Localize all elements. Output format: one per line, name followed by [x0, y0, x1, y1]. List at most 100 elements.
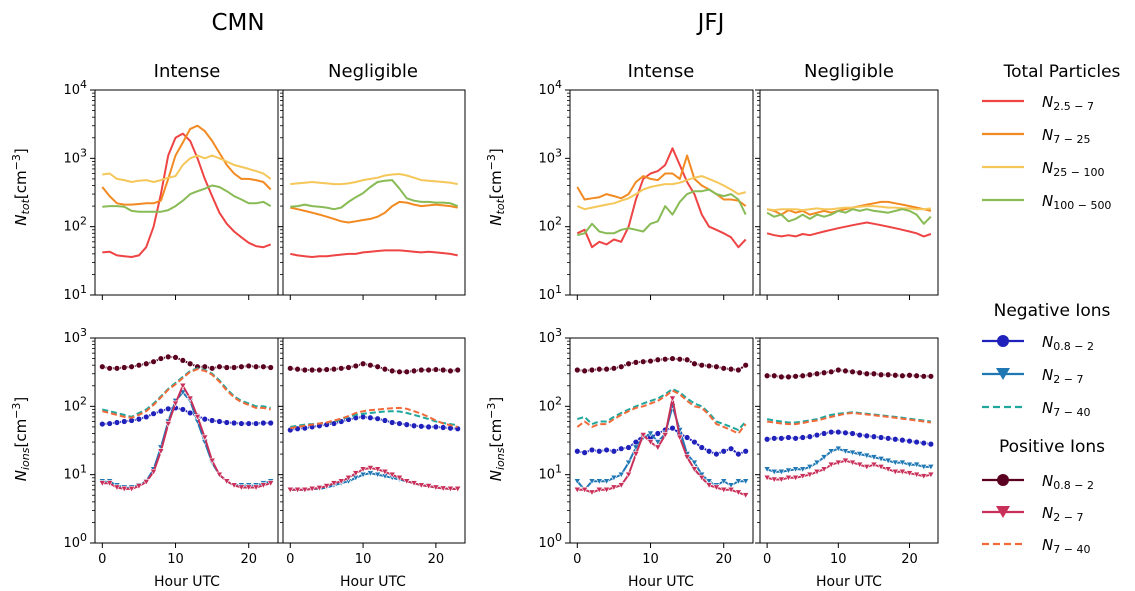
legend-label: N7 − 40	[1042, 399, 1090, 419]
series-point	[573, 478, 582, 485]
x-tick-label: 10	[355, 552, 372, 567]
series-point	[877, 434, 885, 441]
series-point	[920, 372, 928, 380]
series-point	[366, 361, 374, 369]
series-point	[294, 365, 301, 373]
series-point	[403, 421, 411, 429]
series-point	[727, 365, 735, 373]
series-point	[373, 466, 382, 473]
series-point	[366, 465, 375, 472]
ylabel-top-cmn: Ntot[cm−3]	[10, 148, 32, 225]
series-point	[127, 485, 136, 493]
series-point	[770, 434, 778, 442]
series-point	[432, 423, 440, 431]
series-point	[439, 366, 447, 374]
series-point	[381, 365, 389, 373]
series-point	[252, 484, 260, 492]
panel-jfj-intense-ions: 100 101 102 103 0 10 20	[538, 326, 754, 567]
series-point	[705, 478, 713, 485]
series-point	[602, 478, 611, 485]
ylabel-bottom-cmn: Nions[cm−3]	[10, 397, 32, 482]
series-point	[142, 413, 150, 421]
series-line	[101, 124, 272, 206]
series-point	[820, 430, 828, 437]
panel-jfj-intense-total: 101 102 103 104	[538, 78, 754, 303]
series-point	[785, 434, 792, 441]
legend-label: N2.5 − 7	[1042, 93, 1094, 113]
series-point	[201, 415, 209, 423]
series-point	[603, 446, 610, 454]
series-point	[432, 484, 440, 492]
series-point	[267, 364, 275, 371]
series-line	[576, 175, 746, 211]
series-point	[742, 361, 750, 369]
series-line	[102, 154, 272, 183]
legend-positive-2: N7 − 40	[982, 536, 1090, 556]
series-point	[927, 463, 935, 471]
series-point	[581, 449, 589, 457]
series-point	[806, 463, 814, 471]
series-point	[734, 478, 743, 485]
series-point	[113, 419, 121, 426]
series-point	[417, 422, 425, 430]
series-point	[164, 421, 172, 428]
series-point	[813, 459, 821, 467]
series-point	[920, 463, 928, 471]
series-point	[245, 420, 253, 427]
series-point	[410, 422, 418, 430]
series-point	[230, 419, 238, 427]
series-point	[842, 429, 849, 437]
series-point	[216, 363, 223, 371]
series-point	[573, 366, 581, 374]
series-point	[799, 466, 807, 473]
series-point	[237, 363, 245, 371]
series-line	[290, 173, 458, 186]
series-point	[841, 448, 850, 455]
series-point	[105, 480, 114, 487]
series-point	[120, 364, 128, 371]
panel-title-jfj-negligible: Negligible	[804, 61, 894, 82]
series-point	[113, 484, 121, 492]
series-point	[842, 367, 849, 375]
series-point	[201, 434, 209, 442]
series-point	[208, 417, 216, 424]
series-point	[359, 466, 367, 473]
series-point	[245, 484, 253, 492]
series-line	[290, 406, 458, 430]
series-point	[164, 353, 172, 361]
series-point	[381, 468, 389, 476]
y-tick-label: 104	[538, 78, 562, 98]
series-point	[905, 461, 914, 469]
series-point	[308, 485, 316, 493]
legend-total-0: N2.5 − 7	[982, 93, 1094, 113]
series-point	[927, 372, 935, 380]
series-point	[359, 413, 367, 421]
panel-frame	[569, 337, 754, 544]
series-point	[639, 358, 647, 366]
y-tick-label: 104	[63, 78, 87, 98]
series-point	[770, 372, 778, 380]
legend-marker	[997, 335, 1009, 347]
series-point	[661, 355, 669, 363]
series-point	[208, 457, 216, 465]
series-point	[712, 484, 721, 492]
series-point	[813, 468, 821, 476]
series-point	[301, 486, 309, 494]
series-point	[863, 463, 871, 471]
series-line	[102, 391, 271, 489]
series-point	[588, 366, 596, 374]
series-point	[877, 463, 885, 471]
series-point	[417, 366, 425, 374]
y-tick-label: 102	[538, 215, 562, 235]
series-point	[223, 478, 231, 485]
xlabel-cmn-negligible: Hour UTC	[340, 574, 406, 590]
series-point	[366, 414, 374, 422]
series-point	[654, 439, 662, 446]
series-point	[705, 482, 713, 489]
y-tick-label: 100	[63, 531, 87, 551]
legend-positive-1: N2 − 7	[982, 504, 1083, 524]
series-line	[577, 387, 747, 431]
series-point	[669, 355, 676, 362]
series-point	[856, 369, 864, 377]
